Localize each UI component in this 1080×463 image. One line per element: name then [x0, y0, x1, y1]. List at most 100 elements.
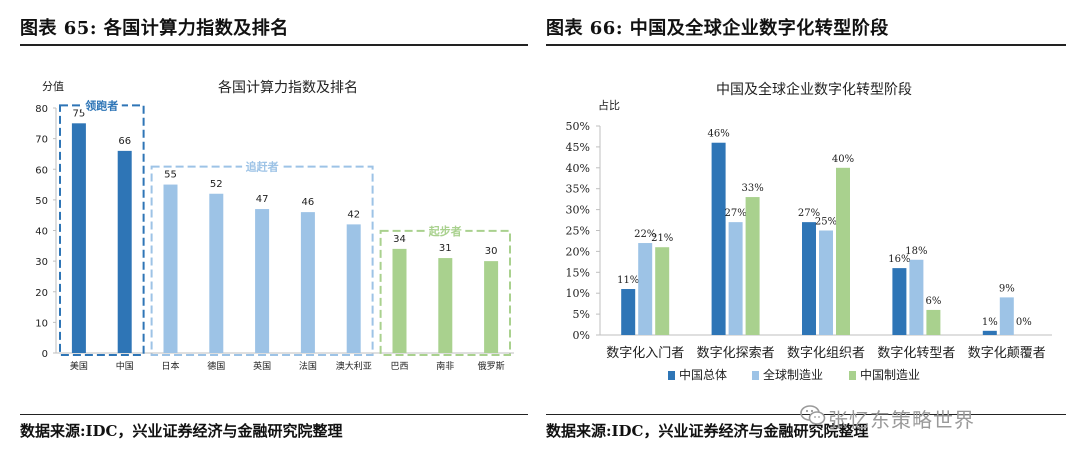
- chart2-bar: [909, 259, 924, 335]
- chart2-y-tick-label: 25%: [566, 225, 590, 238]
- chart1-category-label: 英国: [253, 360, 271, 372]
- chart2-bar: [711, 142, 726, 335]
- chart1-bar: [163, 184, 178, 353]
- chart1-y-tick-label: 60: [35, 165, 48, 176]
- chart1-bar: [300, 212, 315, 353]
- chart2-y-tick-label: 20%: [566, 245, 590, 258]
- chart2-value-label: 16%: [888, 254, 910, 265]
- left-heading-rule: [20, 44, 528, 46]
- watermark-text: 张忆东策略世界: [828, 408, 975, 432]
- chart1-title: 各国计算力指数及排名: [218, 80, 358, 96]
- chart1-bar: [71, 123, 86, 353]
- chart2-y-tick-label: 45%: [566, 141, 590, 154]
- chart2-legend-swatch: [668, 371, 675, 380]
- chart1-value-label: 31: [439, 243, 452, 254]
- left-panel-heading: 图表 65: 各国计算力指数及排名: [20, 18, 289, 39]
- chart2-category-label: 数字化探索者: [697, 346, 775, 361]
- chart2-bar: [802, 222, 816, 335]
- chart1-category-label: 巴西: [390, 361, 408, 372]
- chart2-y-tick-label: 10%: [566, 287, 590, 300]
- chart1-category-label: 俄罗斯: [478, 360, 505, 372]
- right-heading-rule: [546, 44, 1066, 46]
- chart1-value-label: 46: [302, 197, 315, 208]
- chart2-value-label: 0%: [1016, 317, 1032, 328]
- chart2-category-label: 数字化组织者: [787, 346, 865, 361]
- chart2-bar: [638, 243, 653, 335]
- chart1-bar: [346, 224, 361, 353]
- chart2-legend-swatch: [849, 371, 856, 380]
- wechat-icon: [800, 405, 826, 425]
- chart1-group-label: 追赶者: [246, 160, 279, 174]
- chart2-value-label: 25%: [815, 217, 837, 228]
- chart2-legend-label: 中国制造业: [860, 367, 920, 382]
- chart1-value-label: 66: [118, 136, 131, 147]
- chart2-bar: [819, 230, 833, 335]
- chart2-bar: [655, 247, 670, 335]
- chart1-group-label-bg: [425, 221, 466, 238]
- chart1-group-label-bg: [242, 157, 283, 174]
- chart1-y-tick-label: 30: [35, 257, 48, 268]
- chart1-y-tick-label: 80: [35, 104, 48, 115]
- chart2-bar: [621, 289, 636, 335]
- chart2-bar: [728, 222, 743, 335]
- chart1-y-axis-label: 分值: [42, 80, 64, 93]
- right-source-rule: [546, 414, 1066, 415]
- chart2-bar: [926, 309, 941, 335]
- chart2-legend-swatch: [752, 371, 759, 380]
- chart2-bar: [745, 197, 760, 335]
- chart1-bar: [484, 261, 499, 353]
- chart1-value-label: 55: [164, 170, 177, 181]
- chart2-value-label: 6%: [925, 296, 941, 307]
- chart1-category-label: 法国: [299, 360, 317, 372]
- chart2-value-label: 22%: [634, 229, 656, 240]
- chart2-legend-label: 中国总体: [679, 367, 727, 382]
- chart2-y-axis-label: 占比: [598, 98, 620, 112]
- chart2-category-label: 数字化颠覆者: [968, 346, 1046, 361]
- chart2-value-label: 40%: [832, 154, 854, 165]
- computing-index-chart: 各国计算力指数及排名 分值 0 10 20 30 40 50 60 70 80 75 美国 66 中国 55 日…: [35, 80, 514, 372]
- chart1-value-label: 34: [393, 234, 406, 245]
- chart2-value-label: 27%: [724, 208, 746, 219]
- chart2-value-label: 11%: [617, 275, 639, 286]
- chart1-category-label: 南非: [436, 360, 454, 372]
- right-source-note: 数据来源:IDC，兴业证券经济与金融研究院整理: [546, 422, 869, 440]
- chart1-y-tick-label: 0: [42, 349, 48, 360]
- chart1-category-label: 中国: [116, 360, 134, 372]
- chart1-y-tick-label: 70: [35, 135, 48, 146]
- chart1-bar: [438, 258, 453, 353]
- chart2-value-label: 18%: [905, 246, 927, 257]
- right-panel-heading: 图表 66: 中国及全球企业数字化转型阶段: [546, 18, 889, 39]
- chart2-bar: [982, 330, 997, 335]
- chart2-y-tick-label: 40%: [566, 162, 590, 175]
- chart2-title: 中国及全球企业数字化转型阶段: [716, 81, 912, 98]
- chart2-y-tick-label: 0%: [573, 329, 590, 342]
- chart1-bar: [117, 150, 132, 353]
- chart2-y-tick-label: 5%: [573, 308, 590, 321]
- chart2-legend-label: 全球制造业: [763, 367, 823, 382]
- chart2-y-tick-label: 35%: [566, 183, 590, 196]
- chart1-value-label: 30: [485, 246, 498, 257]
- chart2-bar: [836, 167, 850, 335]
- chart1-group-label-bg: [81, 96, 122, 113]
- chart1-y-tick-label: 10: [35, 318, 48, 329]
- chart1-bar: [255, 209, 270, 353]
- chart2-value-label: 1%: [982, 317, 998, 328]
- chart2-y-tick-label: 30%: [566, 204, 590, 217]
- chart2-bar: [892, 268, 907, 335]
- chart2-category-label: 数字化入门者: [606, 346, 684, 361]
- chart2-bar: [999, 297, 1014, 335]
- chart1-category-label: 德国: [207, 360, 225, 372]
- chart2-y-tick-label: 50%: [566, 120, 590, 133]
- chart1-group-label: 起步者: [428, 224, 462, 238]
- chart1-y-tick-label: 40: [35, 227, 48, 238]
- chart2-value-label: 21%: [651, 233, 673, 244]
- chart2-value-label: 9%: [999, 283, 1015, 294]
- chart1-group-label: 领跑者: [84, 98, 118, 112]
- chart1-bar: [209, 193, 224, 353]
- chart1-category-label: 美国: [70, 360, 88, 372]
- chart2-value-label: 33%: [741, 183, 763, 194]
- left-source-rule: [20, 414, 528, 415]
- chart1-category-label: 澳大利亚: [336, 360, 372, 372]
- chart2-value-label: 46%: [707, 129, 729, 140]
